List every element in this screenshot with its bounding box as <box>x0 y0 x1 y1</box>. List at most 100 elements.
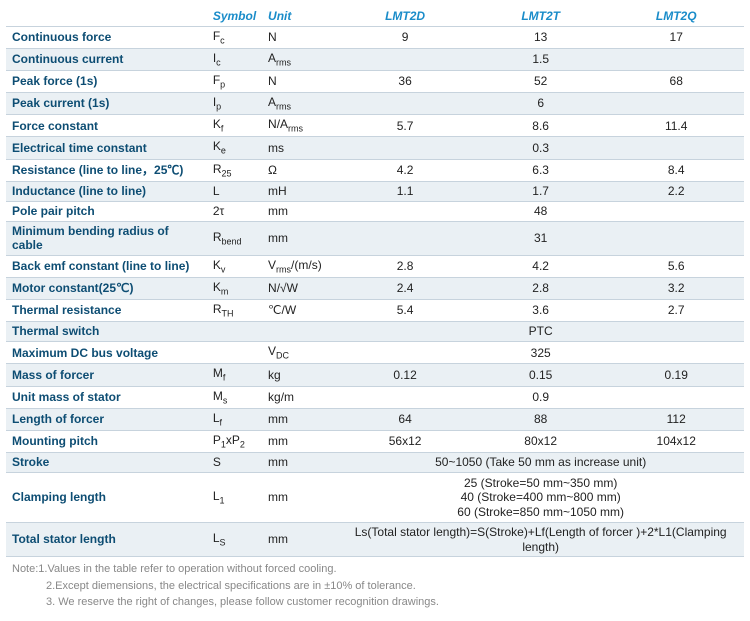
row-value: 2.8 <box>337 255 473 277</box>
row-symbol: Fp <box>207 70 262 92</box>
note-line: 2.Except diemensions, the electrical spe… <box>12 578 738 595</box>
row-symbol: Ms <box>207 386 262 408</box>
row-unit: Vrms/(m/s) <box>262 255 337 277</box>
note-line: Note:1.Values in the table refer to oper… <box>12 561 738 578</box>
header-model-2: LMT2T <box>473 6 609 26</box>
row-label: Force constant <box>6 115 207 137</box>
row-unit: ms <box>262 137 337 159</box>
row-unit: N/Arms <box>262 115 337 137</box>
row-value: 3.2 <box>608 277 744 299</box>
row-label: Length of forcer <box>6 408 207 430</box>
row-label: Pole pair pitch <box>6 201 207 221</box>
table-row: StrokeSmm50~1050 (Take 50 mm as increase… <box>6 453 744 473</box>
row-value: 52 <box>473 70 609 92</box>
header-model-1: LMT2D <box>337 6 473 26</box>
row-unit: Ω <box>262 159 337 181</box>
row-value: 1.1 <box>337 181 473 201</box>
row-value: 68 <box>608 70 744 92</box>
row-label: Mounting pitch <box>6 430 207 452</box>
row-symbol: Ic <box>207 48 262 70</box>
row-symbol: Fc <box>207 26 262 48</box>
row-value: 48 <box>337 201 744 221</box>
row-unit: mm <box>262 201 337 221</box>
row-value: 2.8 <box>473 277 609 299</box>
row-unit: mm <box>262 408 337 430</box>
table-row: Resistance (line to line，25℃)R25Ω4.26.38… <box>6 159 744 181</box>
row-symbol: LS <box>207 523 262 557</box>
table-row: Inductance (line to line)LmH1.11.72.2 <box>6 181 744 201</box>
row-value: 6.3 <box>473 159 609 181</box>
row-value: 88 <box>473 408 609 430</box>
row-value: 0.19 <box>608 364 744 386</box>
row-label: Clamping length <box>6 473 207 523</box>
row-symbol: Ke <box>207 137 262 159</box>
row-value: 31 <box>337 221 744 255</box>
row-unit: mm <box>262 453 337 473</box>
header-unit: Unit <box>262 6 337 26</box>
row-value: 8.6 <box>473 115 609 137</box>
row-unit: Arms <box>262 93 337 115</box>
row-symbol: RTH <box>207 299 262 321</box>
row-unit: mm <box>262 523 337 557</box>
header-model-3: LMT2Q <box>608 6 744 26</box>
row-label: Peak current (1s) <box>6 93 207 115</box>
row-label: Peak force (1s) <box>6 70 207 92</box>
row-value: 0.12 <box>337 364 473 386</box>
row-value: 11.4 <box>608 115 744 137</box>
row-value: 6 <box>337 93 744 115</box>
table-row: Continuous forceFcN91317 <box>6 26 744 48</box>
row-value: 80x12 <box>473 430 609 452</box>
table-row: Thermal switchPTC <box>6 322 744 342</box>
row-unit: kg/m <box>262 386 337 408</box>
row-unit: kg <box>262 364 337 386</box>
row-value: 2.4 <box>337 277 473 299</box>
table-row: Mounting pitchP1xP2mm56x1280x12104x12 <box>6 430 744 452</box>
row-label: Electrical time constant <box>6 137 207 159</box>
header-symbol: Symbol <box>207 6 262 26</box>
row-symbol: L <box>207 181 262 201</box>
row-value: 4.2 <box>337 159 473 181</box>
row-value: 2.2 <box>608 181 744 201</box>
header-row: Symbol Unit LMT2D LMT2T LMT2Q <box>6 6 744 26</box>
row-unit: mm <box>262 430 337 452</box>
row-label: Mass of forcer <box>6 364 207 386</box>
table-row: Maximum DC bus voltageVDC325 <box>6 342 744 364</box>
table-row: Mass of forcerMfkg0.120.150.19 <box>6 364 744 386</box>
row-symbol: Lf <box>207 408 262 430</box>
table-row: Force constantKfN/Arms5.78.611.4 <box>6 115 744 137</box>
row-label: Thermal resistance <box>6 299 207 321</box>
row-label: Unit mass of stator <box>6 386 207 408</box>
row-value: 4.2 <box>473 255 609 277</box>
row-symbol: Kf <box>207 115 262 137</box>
table-row: Continuous currentIcArms1.5 <box>6 48 744 70</box>
table-row: Minimum bending radius of cableRbendmm31 <box>6 221 744 255</box>
row-value: 8.4 <box>608 159 744 181</box>
table-row: Thermal resistanceRTH℃/W5.43.62.7 <box>6 299 744 321</box>
table-row: Peak force (1s)FpN365268 <box>6 70 744 92</box>
row-label: Inductance (line to line) <box>6 181 207 201</box>
row-value: 1.7 <box>473 181 609 201</box>
row-label: Back emf constant (line to line) <box>6 255 207 277</box>
row-value: 2.7 <box>608 299 744 321</box>
row-unit: mm <box>262 221 337 255</box>
row-label: Resistance (line to line，25℃) <box>6 159 207 181</box>
table-row: Clamping lengthL1mm25 (Stroke=50 mm~350 … <box>6 473 744 523</box>
table-row: Unit mass of statorMskg/m0.9 <box>6 386 744 408</box>
row-symbol: Kv <box>207 255 262 277</box>
row-label: Maximum DC bus voltage <box>6 342 207 364</box>
table-row: Electrical time constantKems0.3 <box>6 137 744 159</box>
row-value: 25 (Stroke=50 mm~350 mm)40 (Stroke=400 m… <box>337 473 744 523</box>
row-value: 0.9 <box>337 386 744 408</box>
row-unit: mH <box>262 181 337 201</box>
table-row: Total stator lengthLSmmLs(Total stator l… <box>6 523 744 557</box>
row-symbol <box>207 342 262 364</box>
row-symbol: S <box>207 453 262 473</box>
row-value: 36 <box>337 70 473 92</box>
row-symbol: Ip <box>207 93 262 115</box>
row-unit: ℃/W <box>262 299 337 321</box>
row-symbol: Rbend <box>207 221 262 255</box>
row-value: 13 <box>473 26 609 48</box>
row-symbol: 2τ <box>207 201 262 221</box>
note-line: 3. We reserve the right of changes, plea… <box>12 594 738 611</box>
table-row: Back emf constant (line to line)KvVrms/(… <box>6 255 744 277</box>
